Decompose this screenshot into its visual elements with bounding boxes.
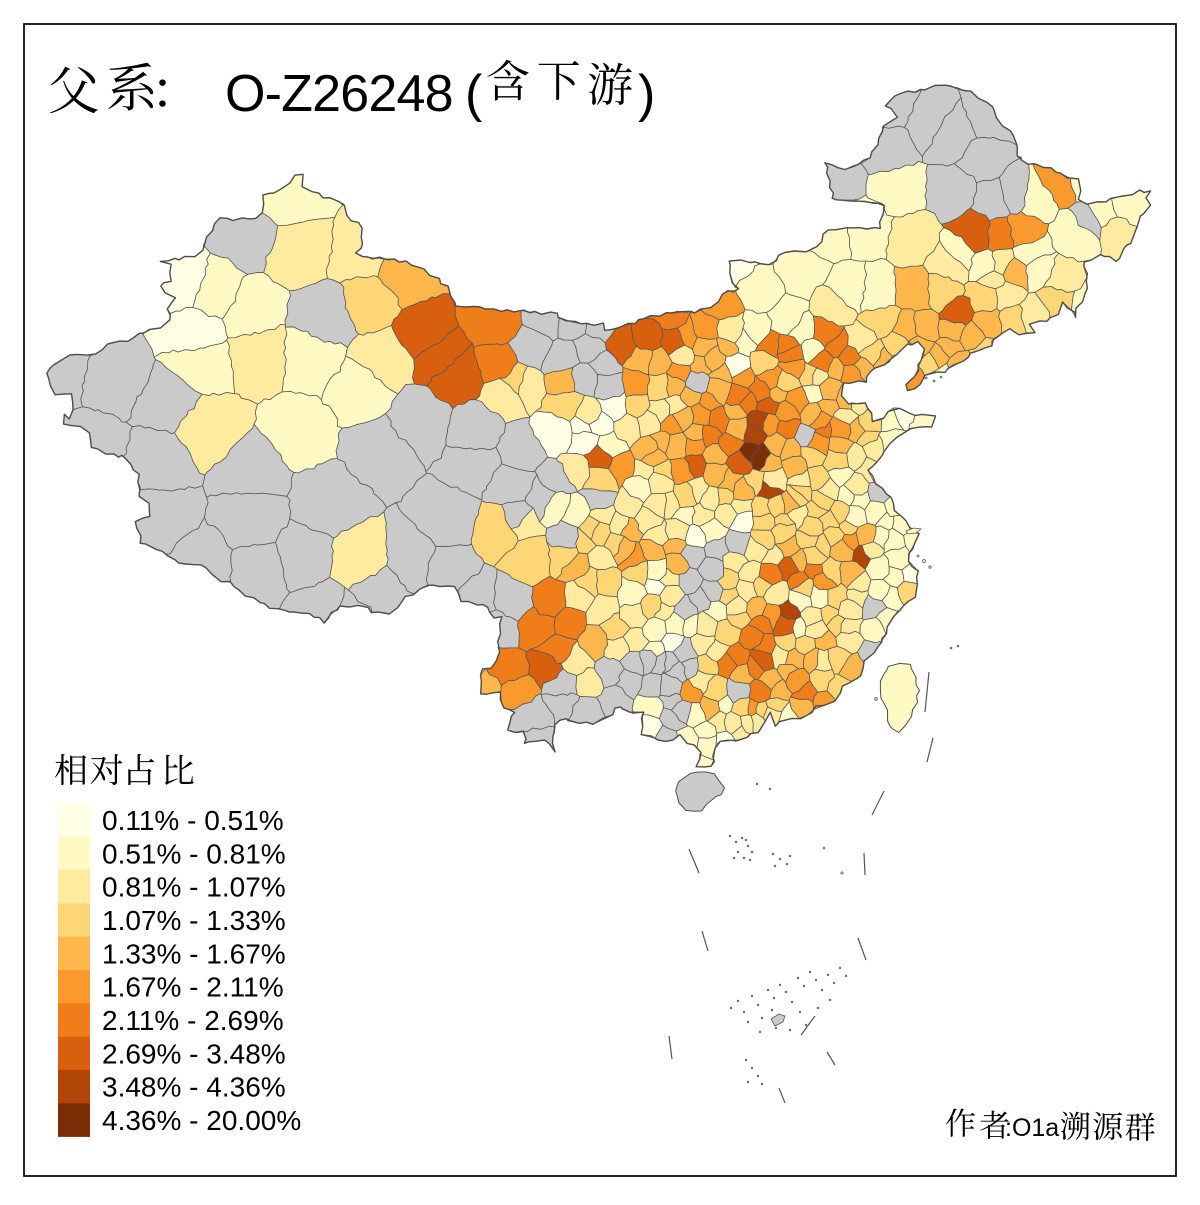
svg-text:0.51% - 0.81%: 0.51% - 0.81% <box>102 838 286 869</box>
svg-text:3.48% - 4.36%: 3.48% - 4.36% <box>102 1072 286 1103</box>
svg-text:2.69% - 3.48%: 2.69% - 3.48% <box>102 1038 286 1069</box>
svg-text:O-Z26248: O-Z26248 <box>225 65 453 123</box>
svg-text::O1a: :O1a <box>1005 1114 1059 1142</box>
svg-text:(: ( <box>465 65 483 123</box>
svg-text:): ) <box>638 65 655 123</box>
svg-text:1.67% - 2.11%: 1.67% - 2.11% <box>102 972 284 1003</box>
svg-text:4.36% - 20.00%: 4.36% - 20.00% <box>102 1105 301 1136</box>
svg-text:2.11% - 2.69%: 2.11% - 2.69% <box>102 1005 284 1036</box>
svg-text:1.33% - 1.67%: 1.33% - 1.67% <box>102 938 286 969</box>
svg-text:0.11% - 0.51%: 0.11% - 0.51% <box>102 805 284 836</box>
svg-text:0.81% - 1.07%: 0.81% - 1.07% <box>102 872 286 903</box>
svg-text:1.07% - 1.33%: 1.07% - 1.33% <box>102 905 286 936</box>
